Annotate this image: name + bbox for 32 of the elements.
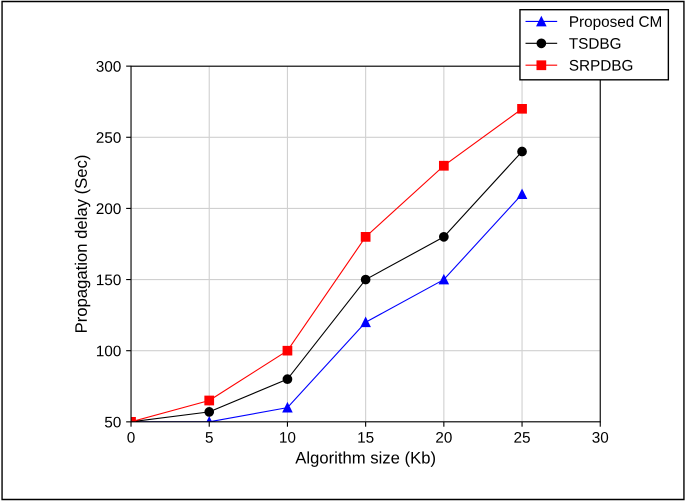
x-tick-label: 20 (436, 432, 452, 443)
point (360, 274, 370, 284)
point (360, 317, 370, 328)
point (282, 374, 292, 384)
x-tick-label: 0 (127, 432, 135, 443)
y-axis-title: Propagation delay (Sec) (74, 156, 90, 332)
point (204, 407, 214, 417)
point (282, 402, 292, 412)
x-tick-label: 30 (592, 432, 608, 443)
legend-label: SRPDBG (570, 60, 632, 71)
point (517, 104, 527, 114)
x-tick-label: 25 (514, 432, 530, 443)
y-tick-label: 50 (104, 416, 121, 428)
point (204, 396, 214, 406)
x-tick-label: 15 (358, 432, 374, 443)
x-tick-label: 5 (206, 432, 213, 443)
point (360, 232, 370, 242)
legend-label: Proposed CM (570, 16, 661, 30)
point (282, 346, 292, 356)
y-tick-label: 250 (96, 132, 121, 143)
x-tick-label: 10 (280, 432, 296, 443)
point (517, 146, 527, 156)
y-tick-label: 150 (96, 274, 121, 286)
point (438, 160, 449, 171)
legend-label: TSDBG (569, 38, 620, 49)
y-tick-label: 200 (96, 203, 121, 214)
point (517, 189, 527, 200)
point (438, 274, 449, 284)
y-tick-label: 300 (96, 61, 121, 72)
x-axis-title: Algorithm size (Kb) (295, 451, 435, 467)
point (438, 232, 449, 242)
y-tick-label: 100 (96, 346, 121, 356)
